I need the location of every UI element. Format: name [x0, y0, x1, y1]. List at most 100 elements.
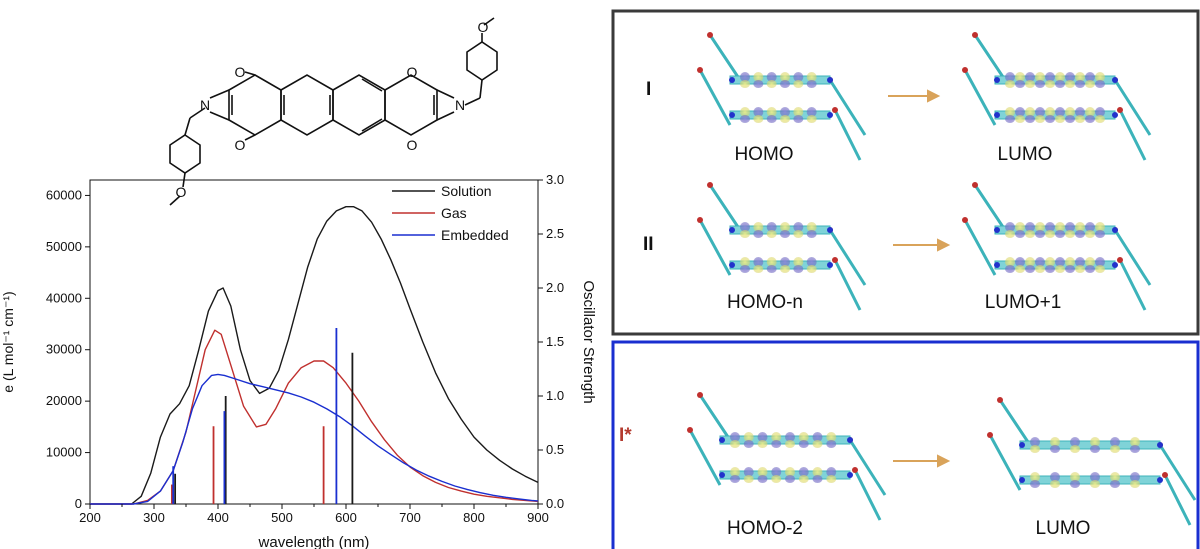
orbital-lobe: [1085, 80, 1095, 88]
orbital-lobe: [766, 107, 777, 117]
x-tick-label: 800: [463, 510, 485, 525]
y2-tick-label: 0.0: [546, 496, 564, 511]
series-curves: [90, 205, 539, 505]
x-tick-label: 500: [271, 510, 293, 525]
oxygen-atom: [997, 397, 1003, 403]
orbital-lobe: [1065, 265, 1075, 273]
molecule-bond: [361, 78, 383, 92]
orbital-lobe: [766, 80, 777, 88]
molecule-bond: [209, 111, 230, 121]
orbital-lobe: [1035, 222, 1045, 232]
y-tick-label: 20000: [46, 393, 82, 408]
orbital-lobe: [1130, 445, 1140, 453]
orbital-lobe: [1055, 115, 1065, 123]
orbital-lobe: [1045, 115, 1055, 123]
y2-tick-label: 1.5: [546, 334, 564, 349]
orbital-lobe: [1035, 107, 1045, 117]
atom-label: O: [407, 137, 418, 153]
orbital-lobe: [1035, 257, 1045, 267]
absorption-chart: 200 300 400 500 600 700 800 900 0 10000 20000 3000…: [0, 172, 597, 549]
orbital-dimer-lumo-bottom: [987, 397, 1197, 526]
orbital-label-homo-2: HOMO-2: [727, 518, 803, 539]
orbital-dimer-lumo-plus-1: [962, 182, 1152, 311]
oscillator-sticks: [171, 327, 354, 504]
orbital-lobe: [1110, 445, 1120, 453]
molecule-ring: [332, 74, 386, 136]
molecule-ring: [169, 134, 201, 174]
oxygen-atom: [832, 257, 838, 263]
y-tick-label: 50000: [46, 239, 82, 254]
orbital-lobe: [780, 107, 790, 117]
orbital-lobe: [757, 440, 768, 448]
orbital-lobe: [1065, 80, 1075, 88]
molecule-arm: [1163, 474, 1192, 526]
nitrogen-atom: [1019, 442, 1025, 448]
molecule-arm: [708, 34, 742, 81]
oxygen-atom: [1117, 257, 1123, 263]
nitrogen-atom: [1019, 477, 1025, 483]
nitrogen-atom: [994, 262, 1000, 268]
orbital-label-homo-n: HOMO-n: [727, 292, 803, 313]
orbital-lobe: [1015, 265, 1025, 273]
nitrogen-atom: [827, 262, 833, 268]
orbital-dimer-homo-2: [687, 392, 887, 521]
orbital-lobe: [1075, 257, 1085, 267]
oxygen-atom: [1162, 472, 1168, 478]
orbital-lobe: [740, 230, 750, 238]
orbital-lobe: [1005, 72, 1015, 82]
orbital-lobe: [812, 432, 823, 442]
orbital-lobe: [1035, 80, 1045, 88]
molecule-arm: [1113, 79, 1152, 136]
legend: Solution Gas Embedded: [392, 183, 509, 243]
orbital-lobe: [806, 115, 817, 123]
y-tick-label: 0: [75, 496, 82, 511]
orbital-lobe: [1035, 265, 1045, 273]
orbital-lobe: [798, 467, 809, 477]
y-axis: 0 10000 20000 30000 40000 50000 60000: [46, 187, 90, 511]
orbital-lobe: [1025, 115, 1035, 123]
orbital-lobe: [798, 432, 809, 442]
x-tick-label: 200: [79, 510, 101, 525]
orbital-lobe: [1095, 265, 1105, 273]
x-axis: 200 300 400 500 600 700 800 900: [79, 504, 549, 525]
molecule-arm: [698, 69, 732, 126]
orbital-lobe: [812, 475, 823, 483]
orbital-lobe: [1090, 472, 1100, 482]
orbital-lobe: [798, 475, 809, 483]
nitrogen-atom: [847, 472, 853, 478]
molecule-bond: [244, 71, 256, 76]
orbital-lobe: [1025, 230, 1035, 238]
orbital-lobe: [757, 432, 768, 442]
orbital-label-lumo: LUMO: [998, 144, 1053, 165]
y2-tick-label: 2.0: [546, 280, 564, 295]
orbital-lobe: [1095, 257, 1105, 267]
orbital-lobe: [1075, 107, 1085, 117]
orbital-lobe: [1025, 257, 1035, 267]
orbital-lobe: [1050, 480, 1060, 488]
orbital-lobe: [740, 257, 750, 267]
oxygen-atom: [962, 67, 968, 73]
orbital-lobe: [1025, 107, 1035, 117]
orbital-lobe: [1065, 72, 1075, 82]
orbital-lobe: [766, 115, 777, 123]
atom-label: O: [176, 184, 187, 200]
orbital-lobe: [1110, 480, 1120, 488]
orbital-lobe: [806, 230, 817, 238]
orbital-lobe: [1015, 222, 1025, 232]
orbital-dimer-homo-n: [697, 182, 867, 311]
orbital-lobe: [1005, 265, 1015, 273]
orbital-lobe: [1015, 115, 1025, 123]
nitrogen-atom: [1112, 112, 1118, 118]
row-label-I-star: I*: [619, 425, 632, 446]
orbital-lobe: [1035, 230, 1045, 238]
orbital-lobe: [793, 72, 804, 82]
orbital-lobe: [812, 440, 823, 448]
orbital-lobe: [740, 265, 750, 273]
orbital-lobe: [1050, 472, 1060, 482]
orbital-lobe: [1015, 72, 1025, 82]
molecule-ring: [384, 74, 438, 136]
orbital-lobe: [771, 432, 782, 442]
transition-arrows: [888, 89, 951, 468]
molecule-bond: [483, 17, 495, 26]
